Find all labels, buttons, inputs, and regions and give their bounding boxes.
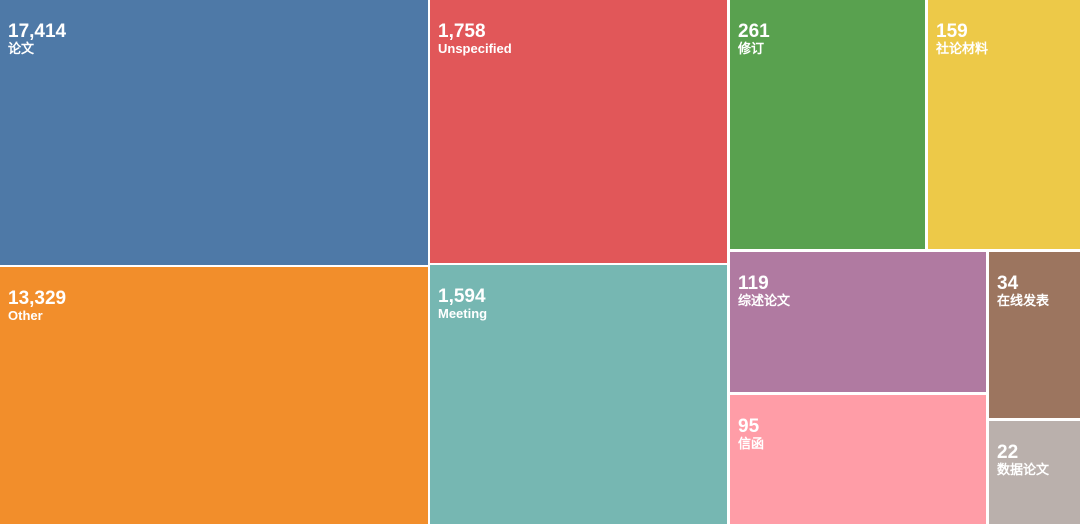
tile-value: 1,594 [438, 286, 486, 307]
tile[interactable] [928, 0, 1080, 249]
tile-label: 在线发表 [997, 293, 1050, 308]
tile-value: 119 [738, 273, 769, 294]
tile-value: 95 [738, 416, 760, 437]
tile-value: 1,758 [438, 21, 486, 42]
tile-value: 17,414 [8, 21, 67, 42]
tile[interactable] [730, 395, 986, 524]
tile[interactable] [430, 0, 727, 263]
tile-label: Meeting [438, 306, 487, 321]
tile-label: 修订 [737, 41, 764, 56]
tile-value: 261 [738, 21, 770, 42]
tile-label: 社论材料 [935, 41, 988, 56]
tile-label: 综述论文 [738, 293, 791, 308]
tile-value: 34 [997, 273, 1019, 294]
tile[interactable] [989, 252, 1080, 418]
tile[interactable] [0, 0, 428, 265]
tile-value: 159 [936, 21, 968, 42]
tile[interactable] [430, 265, 727, 524]
tile-value: 13,329 [8, 288, 66, 309]
tile-label: 信函 [738, 436, 764, 451]
tile[interactable] [730, 252, 986, 392]
tile[interactable] [730, 0, 925, 249]
tile-value: 22 [997, 442, 1018, 463]
tile-label: Unspecified [438, 41, 512, 56]
tile[interactable] [0, 267, 428, 524]
tile-label: 数据论文 [997, 462, 1050, 477]
tile-label: Other [8, 308, 43, 323]
tile-label: 论文 [8, 41, 35, 56]
tile[interactable] [989, 421, 1080, 524]
